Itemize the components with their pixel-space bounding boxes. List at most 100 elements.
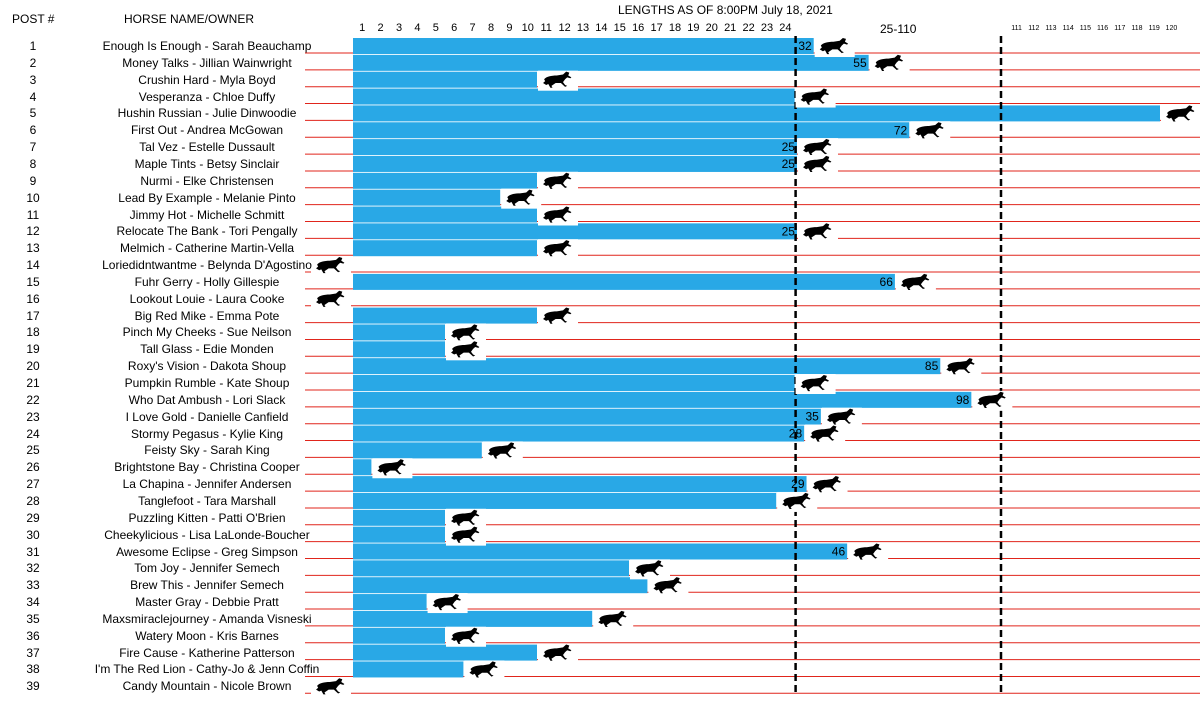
post-number: 9 bbox=[29, 173, 37, 188]
horse-icon bbox=[316, 678, 345, 695]
horse-owner-label: Fuhr Gerry - Holly Gillespie bbox=[134, 274, 280, 289]
x-tick-label: 4 bbox=[414, 22, 421, 34]
horse-icon bbox=[451, 509, 480, 526]
horse-icon bbox=[826, 408, 856, 425]
value-label: 29 bbox=[791, 477, 805, 491]
horse-icon bbox=[812, 476, 841, 493]
horse-icon bbox=[946, 358, 975, 375]
post-number: 18 bbox=[26, 325, 40, 340]
x-tick-label: 1 bbox=[359, 22, 366, 34]
horse-owner-label: Pinch My Cheeks - Sue Neilson bbox=[122, 325, 292, 340]
bar bbox=[353, 139, 797, 156]
bar bbox=[353, 341, 445, 358]
horse-owner-label: Roxy's Vision - Dakota Shoup bbox=[127, 359, 287, 374]
bar bbox=[353, 543, 848, 560]
value-label: 72 bbox=[894, 123, 908, 137]
post-number: 6 bbox=[29, 123, 37, 138]
value-label: 55 bbox=[853, 56, 867, 70]
x-tick-label: 21 bbox=[724, 22, 737, 34]
horse-icon bbox=[451, 324, 480, 341]
horse-owner-label: Who Dat Ambush - Lori Slack bbox=[128, 392, 286, 407]
horse-owner-label: I Love Gold - Danielle Canfield bbox=[125, 409, 289, 424]
horse-owner-label: I'm The Red Lion - Cathy-Jo & Jenn Coffi… bbox=[94, 662, 320, 677]
x-tick-label: 114 bbox=[1062, 25, 1074, 32]
post-number: 10 bbox=[26, 190, 40, 205]
x-tick-label: 113 bbox=[1045, 25, 1057, 32]
x-tick-label: 23 bbox=[760, 22, 774, 34]
value-label: 35 bbox=[806, 410, 820, 424]
post-number: 34 bbox=[26, 595, 40, 610]
post-number: 25 bbox=[26, 443, 40, 458]
x-tick-label: 9 bbox=[506, 22, 513, 34]
value-label: 25 bbox=[782, 140, 796, 154]
bar bbox=[353, 577, 648, 594]
horse-owner-label: Tanglefoot - Tara Marshall bbox=[138, 493, 276, 508]
horse-icon bbox=[316, 290, 345, 307]
horse-owner-label: Nurmi - Elke Christensen bbox=[140, 173, 274, 188]
post-number: 19 bbox=[26, 342, 40, 357]
chart-title: LENGTHS AS OF 8:00PM July 18, 2021 bbox=[618, 3, 833, 17]
post-number: 30 bbox=[26, 527, 40, 542]
x-tick-label: 15 bbox=[613, 22, 626, 34]
post-number: 37 bbox=[26, 645, 40, 660]
horse-owner-label: Jimmy Hot - Michelle Schmitt bbox=[129, 207, 285, 222]
bar bbox=[353, 425, 805, 442]
value-label: 98 bbox=[956, 393, 970, 407]
bar bbox=[353, 560, 629, 577]
post-number: 16 bbox=[26, 291, 40, 306]
horse-owner-label: La Chapina - Jennifer Andersen bbox=[122, 477, 292, 492]
bar bbox=[353, 358, 941, 375]
horse-owner-label: Maple Tints - Betsy Sinclair bbox=[134, 156, 280, 171]
post-number: 8 bbox=[29, 156, 37, 171]
horse-owner-label: Candy Mountain - Nicole Brown bbox=[122, 679, 292, 694]
horse-icon bbox=[977, 391, 1006, 408]
horse-icon bbox=[316, 257, 345, 274]
post-number: 12 bbox=[26, 224, 40, 239]
horse-icon bbox=[800, 374, 829, 392]
horse-owner-label: Brightstone Bay - Christina Cooper bbox=[114, 460, 300, 475]
horse-icon bbox=[819, 37, 849, 55]
post-number: 14 bbox=[26, 258, 40, 273]
x-tick-label: 6 bbox=[451, 22, 458, 34]
bar bbox=[353, 105, 1160, 122]
value-label: 32 bbox=[798, 39, 812, 53]
x-tick-label: 8 bbox=[487, 22, 495, 34]
x-tick-label: 118 bbox=[1131, 25, 1143, 32]
post-number: 17 bbox=[26, 308, 40, 323]
x-tick-label: 10 bbox=[521, 22, 534, 34]
post-number: 29 bbox=[26, 510, 40, 525]
post-column-header: POST # bbox=[12, 12, 55, 26]
post-number: 33 bbox=[26, 578, 40, 593]
horse-icon bbox=[487, 442, 517, 459]
bar bbox=[353, 391, 972, 408]
horse-owner-label: Feisty Sky - Sarah King bbox=[144, 443, 270, 458]
horse-owner-label: Cheekylicious - Lisa LaLonde-Boucher bbox=[104, 527, 310, 542]
bar bbox=[353, 442, 482, 459]
bar bbox=[353, 408, 821, 425]
horse-icon bbox=[653, 577, 682, 594]
x-tick-label: 7 bbox=[469, 22, 476, 34]
post-number: 38 bbox=[26, 662, 40, 677]
horse-icon bbox=[803, 155, 832, 173]
bar bbox=[353, 459, 372, 476]
horse-owner-label: Watery Moon - Kris Barnes bbox=[135, 628, 279, 643]
horse-icon bbox=[874, 54, 904, 71]
bar bbox=[353, 71, 537, 88]
horse-icon bbox=[377, 459, 406, 476]
x-tick-label: 12 bbox=[558, 22, 571, 34]
x-tick-label: 111 bbox=[1011, 25, 1022, 32]
x-tick-label: 117 bbox=[1114, 25, 1126, 32]
horse-owner-label: Lead By Example - Melanie Pinto bbox=[118, 190, 296, 205]
horse-owner-label: Master Gray - Debbie Pratt bbox=[135, 595, 279, 610]
horse-icon bbox=[506, 189, 535, 206]
bar bbox=[353, 240, 537, 257]
bar bbox=[353, 189, 501, 206]
x-tick-label: 20 bbox=[705, 22, 718, 34]
value-label: 46 bbox=[832, 545, 846, 559]
post-number: 32 bbox=[26, 561, 40, 576]
horse-icon bbox=[635, 560, 664, 577]
bar bbox=[353, 172, 537, 189]
horse-owner-label: Relocate The Bank - Tori Pengally bbox=[116, 224, 298, 239]
horse-icon bbox=[451, 627, 480, 644]
